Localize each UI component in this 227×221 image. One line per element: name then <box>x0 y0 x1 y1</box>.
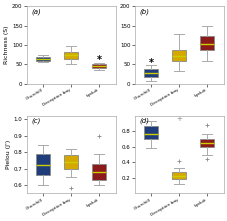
FancyBboxPatch shape <box>92 164 106 180</box>
FancyBboxPatch shape <box>64 155 78 169</box>
Text: (b): (b) <box>138 8 148 15</box>
FancyBboxPatch shape <box>144 69 158 77</box>
FancyBboxPatch shape <box>36 154 50 175</box>
Text: *: * <box>148 57 153 68</box>
Text: (c): (c) <box>31 118 40 124</box>
Text: (a): (a) <box>31 8 41 15</box>
FancyBboxPatch shape <box>199 139 213 147</box>
FancyBboxPatch shape <box>172 50 185 61</box>
FancyBboxPatch shape <box>92 65 106 68</box>
FancyBboxPatch shape <box>199 36 213 50</box>
Y-axis label: Pielou (J'): Pielou (J') <box>6 140 11 169</box>
Y-axis label: Richness (S): Richness (S) <box>4 26 9 64</box>
Text: *: * <box>96 55 101 65</box>
Text: (d): (d) <box>138 118 148 124</box>
FancyBboxPatch shape <box>64 52 78 59</box>
Text: +: + <box>175 116 181 122</box>
FancyBboxPatch shape <box>36 57 50 61</box>
FancyBboxPatch shape <box>144 126 158 139</box>
FancyBboxPatch shape <box>172 172 185 179</box>
